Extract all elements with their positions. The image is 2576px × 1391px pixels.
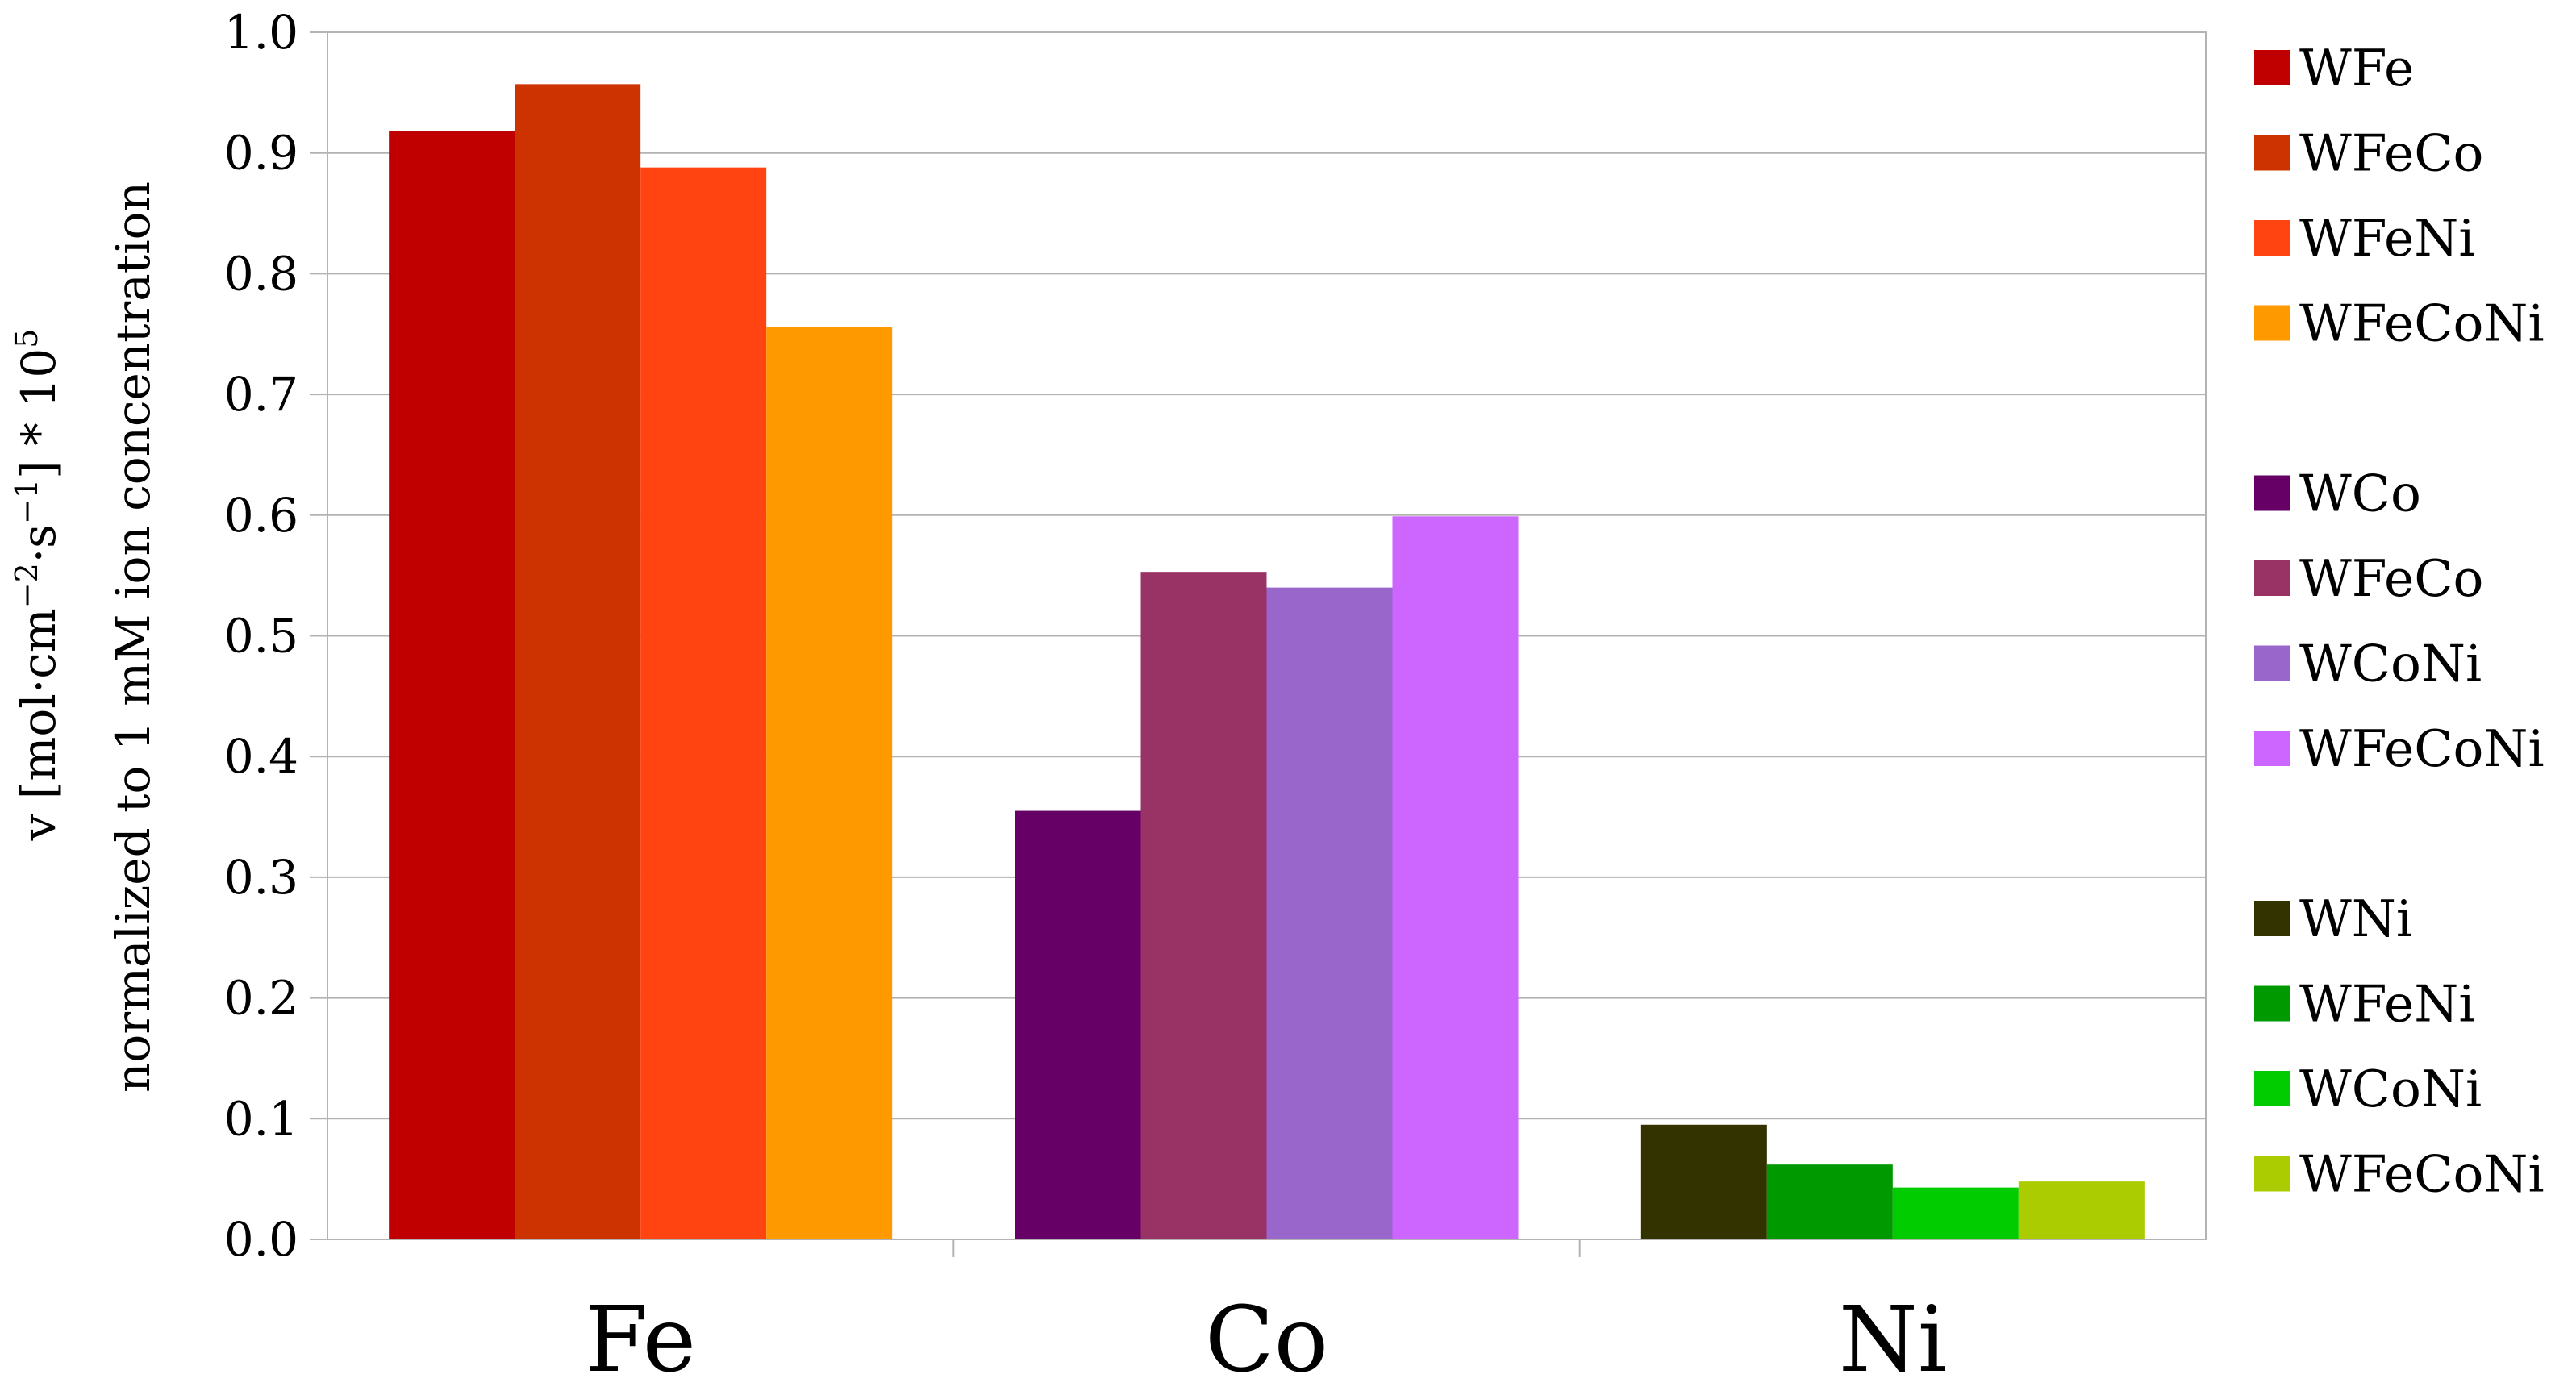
y-tick-label: 0.0 — [224, 1212, 298, 1267]
legend-swatch — [2254, 985, 2290, 1022]
bar-co-wconi — [1266, 587, 1393, 1239]
bar-ni-wfeni — [1766, 1164, 1893, 1239]
x-category-label: Co — [1205, 1288, 1328, 1391]
legend-swatch — [2254, 1071, 2290, 1106]
bar-co-wco — [1015, 810, 1141, 1239]
legend-swatch — [2254, 645, 2290, 681]
y-tick-label: 0.7 — [224, 367, 298, 422]
legend-label: WFeCo — [2299, 124, 2483, 183]
y-tick-label: 0.3 — [224, 850, 298, 905]
plot-frame — [327, 31, 2207, 1240]
legend-swatch — [2254, 220, 2290, 256]
legend: WFe WFeCo WFeNi WFeCoNi WCo WFeCo WCoNi WFeCoNi… — [2254, 39, 2545, 1204]
bars — [389, 84, 2145, 1240]
bar-ni-wfeconi — [2018, 1181, 2145, 1239]
legend-label: WNi — [2299, 889, 2412, 948]
legend-swatch — [2254, 560, 2290, 596]
y-axis-title-line2: normalized to 1 mM ion concentration — [106, 181, 160, 1093]
legend-swatch — [2254, 135, 2290, 171]
legend-swatch — [2254, 1156, 2290, 1192]
legend-swatch — [2254, 901, 2290, 936]
y-tick-label: 0.2 — [224, 971, 298, 1026]
y-tick-label: 0.9 — [224, 126, 298, 181]
axes: 0.0 0.1 0.2 0.3 0.4 0.5 0.6 0.7 0.8 0.9 1.0 Fe Co Ni — [224, 5, 2207, 1391]
bar-fe-wfeco — [515, 84, 641, 1240]
bar-ni-wni — [1640, 1124, 1767, 1239]
legend-swatch — [2254, 731, 2290, 766]
legend-label: WFeNi — [2299, 209, 2475, 268]
bar-fe-wfeconi — [766, 327, 893, 1239]
legend-label: WCoNi — [2299, 635, 2482, 693]
legend-label: WFeCo — [2299, 549, 2483, 608]
bar-fe-wfeni — [640, 167, 767, 1239]
legend-label: WFeNi — [2299, 975, 2475, 1034]
y-tick-label: 0.1 — [224, 1091, 298, 1146]
legend-label: WFe — [2299, 39, 2414, 98]
y-tick-label: 1.0 — [224, 5, 298, 60]
bar-fe-wfe — [389, 131, 515, 1239]
legend-label: WCo — [2299, 464, 2421, 523]
legend-label: WFeCoNi — [2299, 294, 2545, 353]
y-axis-title-line1: v [mol·cm−2·s−1] * 105 — [9, 329, 66, 842]
legend-swatch — [2254, 475, 2290, 511]
legend-swatch — [2254, 50, 2290, 85]
y-tick-label: 0.6 — [224, 488, 298, 543]
bar-ni-wconi — [1892, 1187, 2019, 1239]
legend-swatch — [2254, 305, 2290, 341]
legend-label: WFeCoNi — [2299, 719, 2545, 778]
y-tick-label: 0.5 — [224, 609, 298, 664]
y-tick-label: 0.4 — [224, 729, 298, 784]
legend-label: WCoNi — [2299, 1060, 2482, 1118]
y-tick-label: 0.8 — [224, 246, 298, 301]
x-category-label: Fe — [585, 1288, 696, 1391]
bar-co-wfeco — [1140, 572, 1267, 1239]
bar-co-wfeconi — [1392, 516, 1519, 1239]
x-category-label: Ni — [1839, 1288, 1947, 1391]
legend-label: WFeCoNi — [2299, 1145, 2545, 1204]
